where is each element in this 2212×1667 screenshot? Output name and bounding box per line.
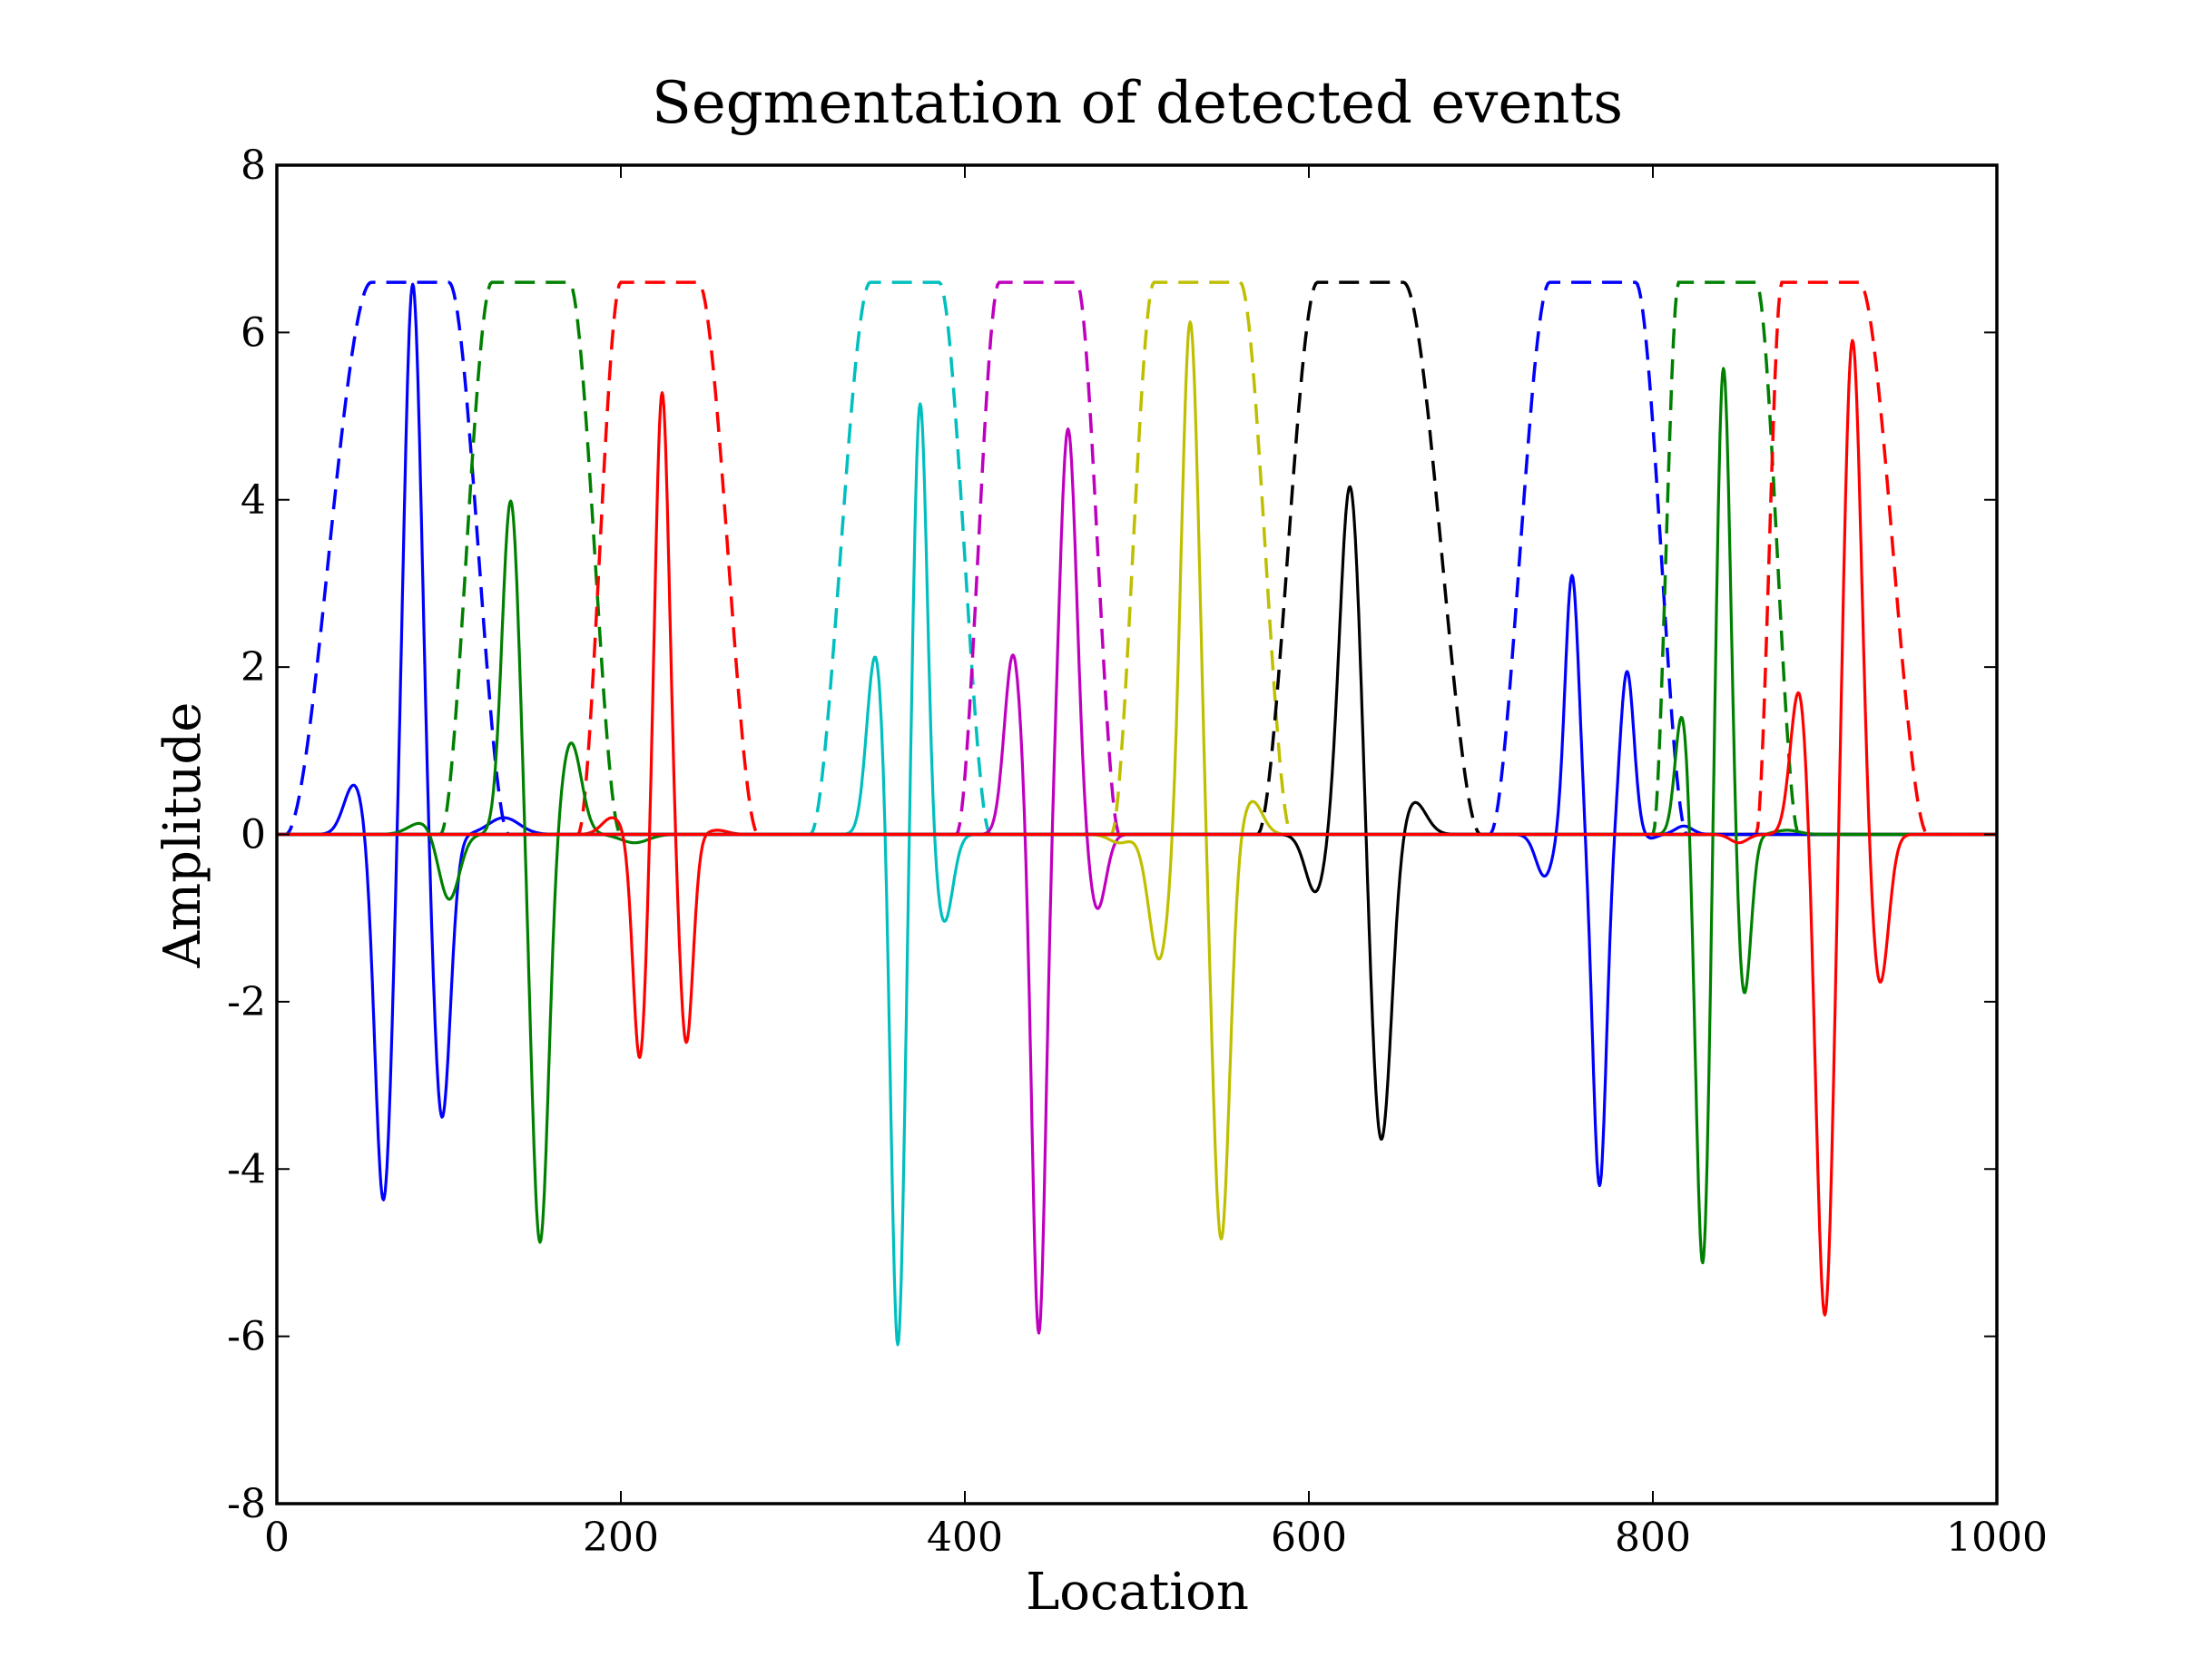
event-signals xyxy=(277,282,1997,1347)
segmentation-window xyxy=(741,280,1060,837)
y-tick-label: -6 xyxy=(227,1314,266,1360)
event-signal xyxy=(277,282,1997,1201)
segmentation-window xyxy=(1421,280,1756,837)
chart-title: Segmentation of detected events xyxy=(652,70,1623,137)
segmentation-window xyxy=(1042,280,1361,837)
segmentation-window xyxy=(371,280,690,837)
event-signal xyxy=(277,499,1997,1244)
y-tick-label: -4 xyxy=(227,1146,266,1192)
y-tick-label: 6 xyxy=(241,309,266,356)
y-axis-label: Amplitude xyxy=(153,702,212,969)
event-signal xyxy=(277,338,1997,1317)
y-tick-label: 0 xyxy=(241,812,266,858)
y-tick-label: 8 xyxy=(241,142,266,189)
segmentation-window xyxy=(1188,280,1550,837)
segmentation-window xyxy=(1584,280,1868,837)
y-tick-label: -8 xyxy=(227,1481,266,1527)
segmentation-window xyxy=(277,280,578,837)
x-axis: 0 200 400 600 800 1000 xyxy=(264,165,2048,1561)
x-tick-label: 600 xyxy=(1271,1515,1347,1561)
y-tick-label: -2 xyxy=(227,979,266,1025)
y-axis: -8 -6 -4 -2 0 2 4 6 8 xyxy=(227,142,1997,1527)
x-tick-label: 800 xyxy=(1615,1515,1691,1561)
x-axis-label: Location xyxy=(1026,1563,1249,1622)
event-signal xyxy=(277,485,1997,1142)
segmentation-windows xyxy=(277,280,1997,837)
x-tick-label: 200 xyxy=(583,1515,659,1561)
x-tick-label: 400 xyxy=(927,1515,1003,1561)
x-tick-label: 0 xyxy=(264,1515,290,1561)
y-tick-label: 2 xyxy=(241,644,266,691)
y-tick-label: 4 xyxy=(241,477,266,524)
x-tick-label: 1000 xyxy=(1946,1515,2048,1561)
